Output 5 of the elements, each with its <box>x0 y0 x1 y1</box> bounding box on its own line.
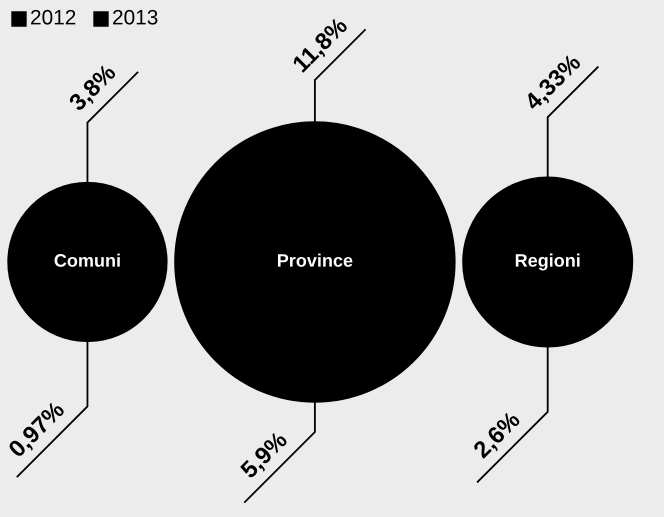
category-label: Comuni <box>54 254 120 267</box>
legend-label: 2013 <box>113 10 158 25</box>
category-label: Province <box>278 254 352 267</box>
legend-label: 2012 <box>31 10 76 25</box>
category-label: Regioni <box>516 254 580 270</box>
